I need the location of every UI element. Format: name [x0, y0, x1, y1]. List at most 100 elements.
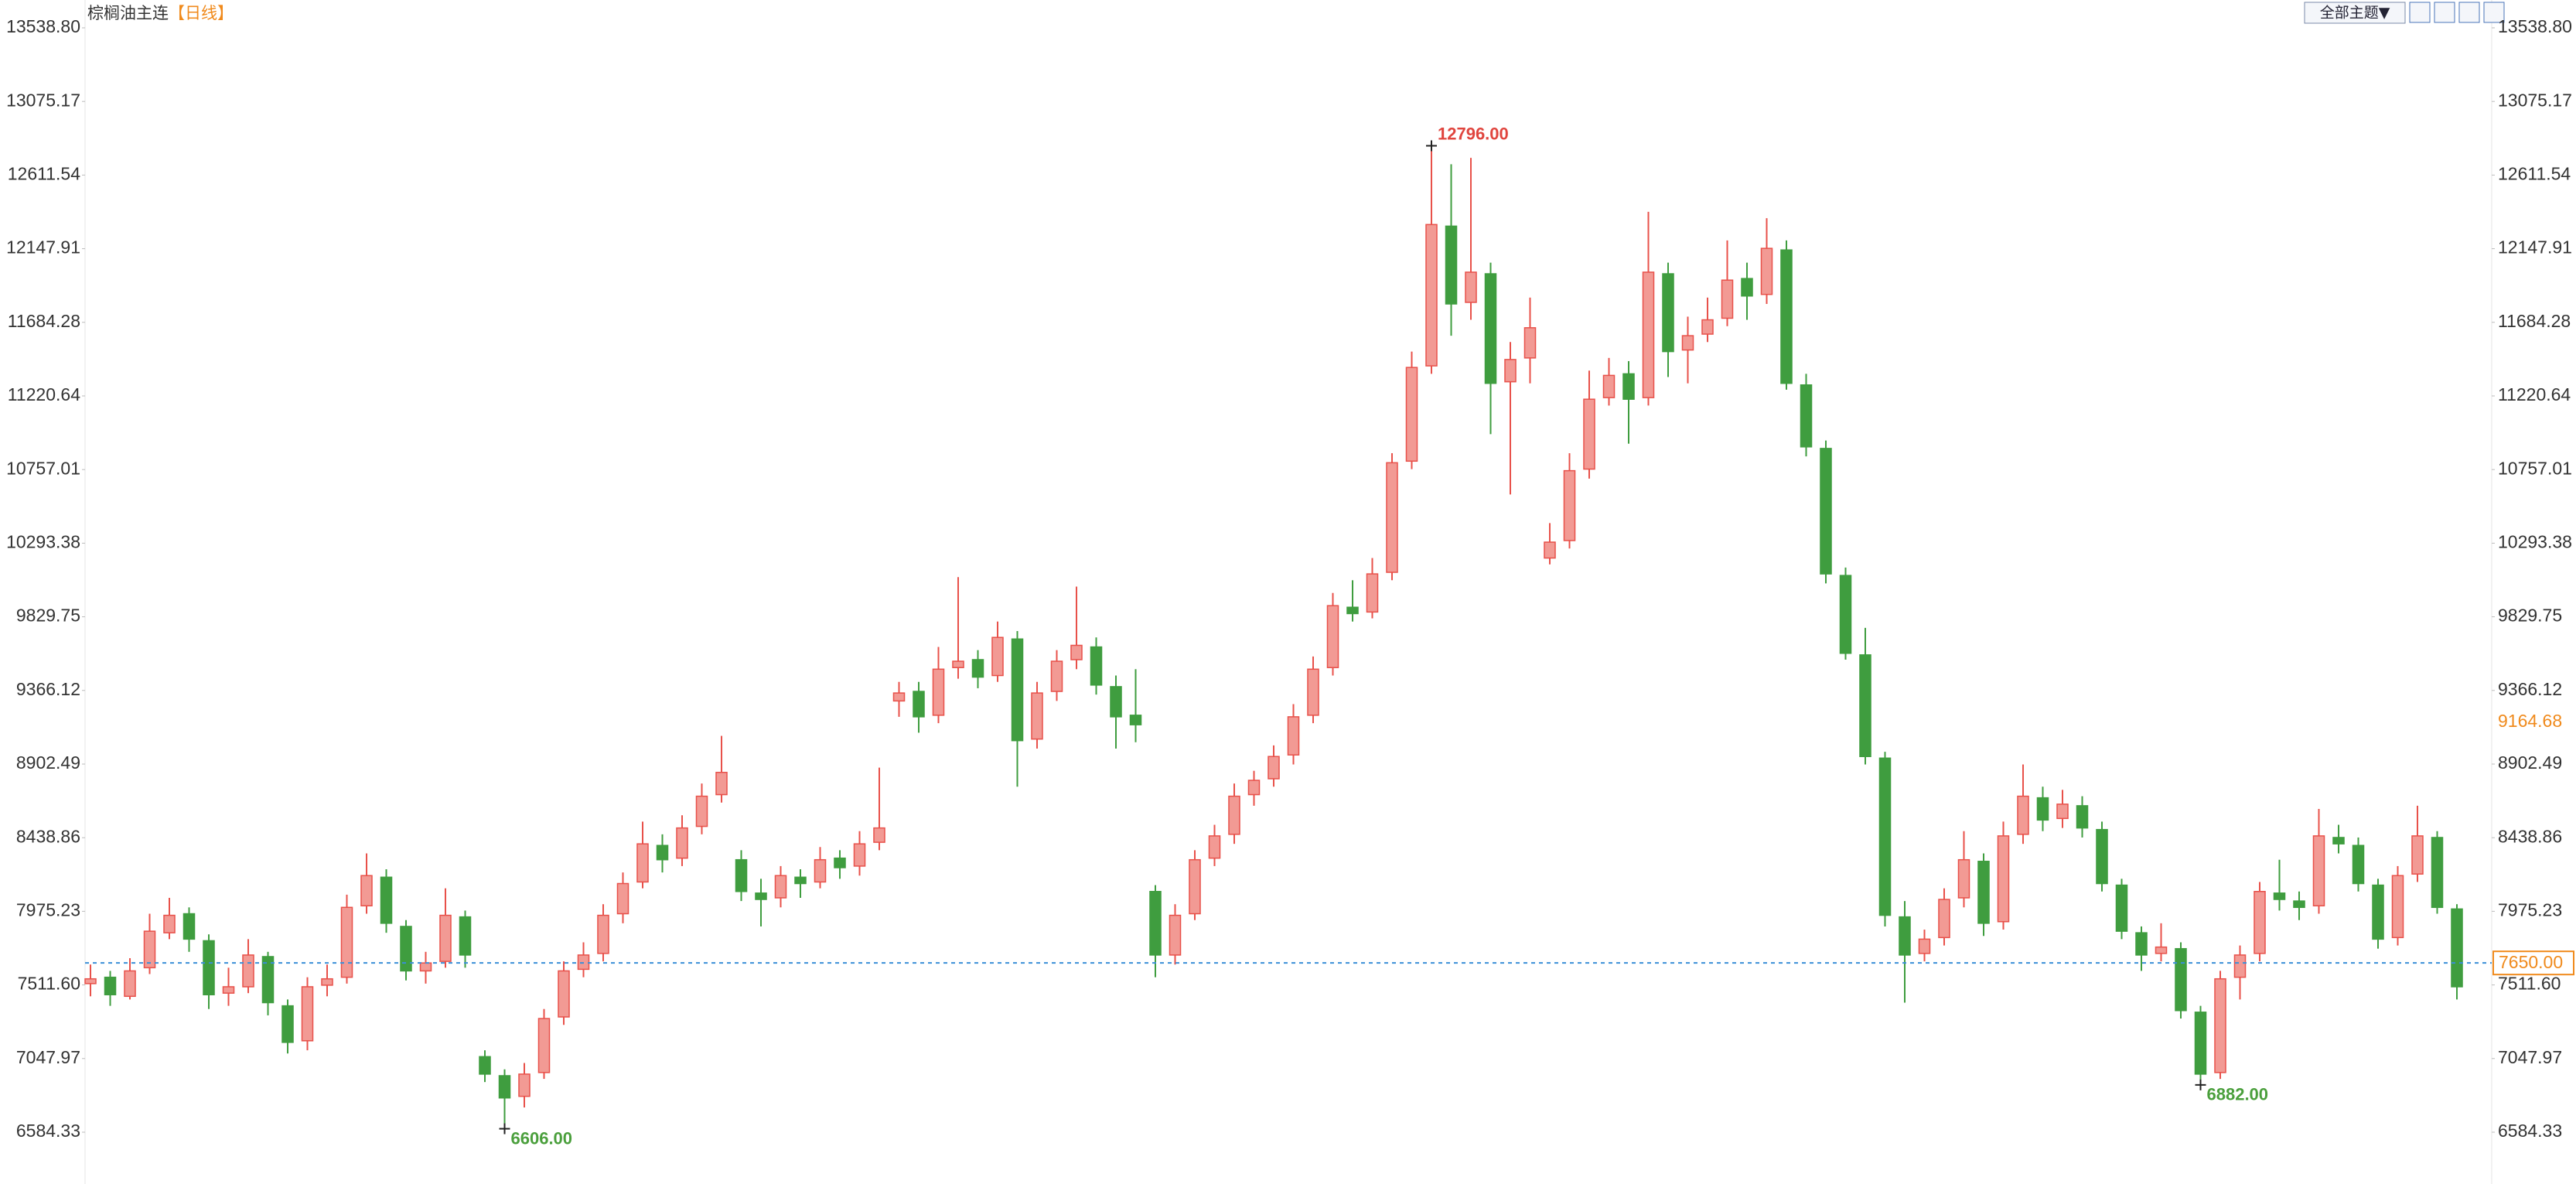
y2-tick-label: 10293.38 [2498, 531, 2572, 551]
candle-body [913, 691, 925, 718]
candle-body [1169, 914, 1182, 956]
candle-body [1484, 273, 1497, 384]
candle-body [2411, 835, 2424, 875]
candle-body [2332, 837, 2345, 844]
candle-body [1326, 605, 1339, 668]
candle-body [2372, 884, 2384, 940]
candle-body [1839, 575, 1852, 654]
candle-body [814, 858, 827, 883]
candle-body [1031, 692, 1043, 740]
candle-body [1721, 279, 1734, 319]
candle-body [636, 843, 649, 883]
y-tick-label: 13538.80 [6, 16, 80, 36]
chart-subtitle: 【日线】 [169, 4, 234, 22]
candle-body [1307, 668, 1319, 716]
candle-body [419, 962, 432, 972]
y2-tick-label: 10757.01 [2498, 458, 2572, 478]
y2-tick-label: 9829.75 [2498, 606, 2562, 626]
y2-tick-label: 8902.49 [2498, 752, 2562, 773]
candle-body [2096, 828, 2108, 885]
candle-body [2135, 932, 2148, 956]
candle-body [834, 857, 846, 868]
y2-tick-label: 7047.97 [2498, 1047, 2562, 1067]
y2-tick-label: 7511.60 [2498, 974, 2561, 994]
candle-body [952, 660, 964, 668]
y2-tick-label: 11684.28 [2498, 311, 2571, 331]
candle-body [1977, 861, 1990, 924]
candle-body [203, 940, 215, 995]
candle-body [498, 1075, 511, 1099]
candle-body [1859, 654, 1871, 757]
candle-body [1642, 271, 1655, 398]
y-tick-label: 8438.86 [16, 826, 80, 846]
y-tick-label: 11684.28 [8, 311, 80, 331]
candle-body [2254, 891, 2266, 954]
candle-body [242, 954, 254, 988]
candle-body [715, 772, 728, 796]
candle-body [932, 668, 945, 716]
candle-body [1602, 374, 1616, 398]
icon-button[interactable] [2458, 2, 2480, 23]
candle-body [1760, 247, 1773, 295]
candle-body [1820, 448, 1832, 575]
annotation-label: 6882.00 [2207, 1085, 2269, 1104]
candle-body [104, 976, 117, 995]
candle-body [222, 986, 235, 994]
y-tick-label: 7975.23 [16, 899, 80, 920]
candle-body [400, 926, 412, 972]
candle-body [2451, 908, 2463, 988]
candle-body [1544, 541, 1556, 559]
candle-body [183, 913, 196, 940]
icon-button[interactable] [2409, 2, 2431, 23]
last-price-box [2492, 950, 2574, 976]
y-tick-label: 11220.64 [8, 384, 80, 404]
candle-body [459, 916, 472, 956]
candle-body [616, 882, 629, 915]
candle-body [1149, 891, 1162, 956]
candle-body [1070, 644, 1083, 660]
candle-body [1090, 646, 1103, 686]
candle-body [873, 827, 885, 843]
candle-body [1208, 835, 1221, 859]
icon-button[interactable] [2434, 2, 2455, 23]
theme-button[interactable] [2304, 2, 2406, 24]
annotation-label: 6606.00 [511, 1128, 573, 1148]
candle-body [695, 795, 708, 827]
candle-body [558, 970, 570, 1018]
y2-tick-label: 8438.86 [2498, 826, 2562, 846]
candle-body [1899, 916, 1911, 956]
y2-tick-label: 11220.64 [2498, 384, 2571, 404]
candle-body [991, 636, 1004, 677]
candle-body [735, 858, 748, 892]
theme-button-label[interactable]: 全部主题▼ [2320, 5, 2390, 22]
icon-button[interactable] [2483, 2, 2505, 23]
candle-body [143, 930, 156, 969]
candle-body [321, 978, 333, 986]
candle-body [2115, 884, 2128, 932]
candle-body [1110, 686, 1122, 718]
candle-body [2391, 875, 2404, 939]
candle-body [577, 954, 590, 971]
candle-body [2312, 835, 2325, 906]
candle-body [163, 914, 176, 933]
candle-body [2194, 1012, 2207, 1075]
y-tick-label: 12611.54 [8, 163, 80, 183]
candle-body [794, 876, 807, 885]
candle-body [2352, 844, 2365, 885]
candle-body [2017, 795, 2029, 835]
candle-body [360, 875, 373, 906]
y-tick-label: 10757.01 [6, 458, 80, 478]
candle-body [1681, 335, 1694, 351]
candle-body [1938, 899, 1950, 939]
candle-body [853, 843, 866, 867]
candle-body [1780, 249, 1793, 384]
candle-body [1445, 225, 1458, 305]
candle-body [892, 692, 906, 702]
y2-tick-label: 13075.17 [2498, 90, 2572, 110]
candle-body [2056, 804, 2069, 820]
candle-body [2293, 900, 2305, 909]
candle-body [656, 844, 669, 861]
candle-body [518, 1073, 531, 1097]
